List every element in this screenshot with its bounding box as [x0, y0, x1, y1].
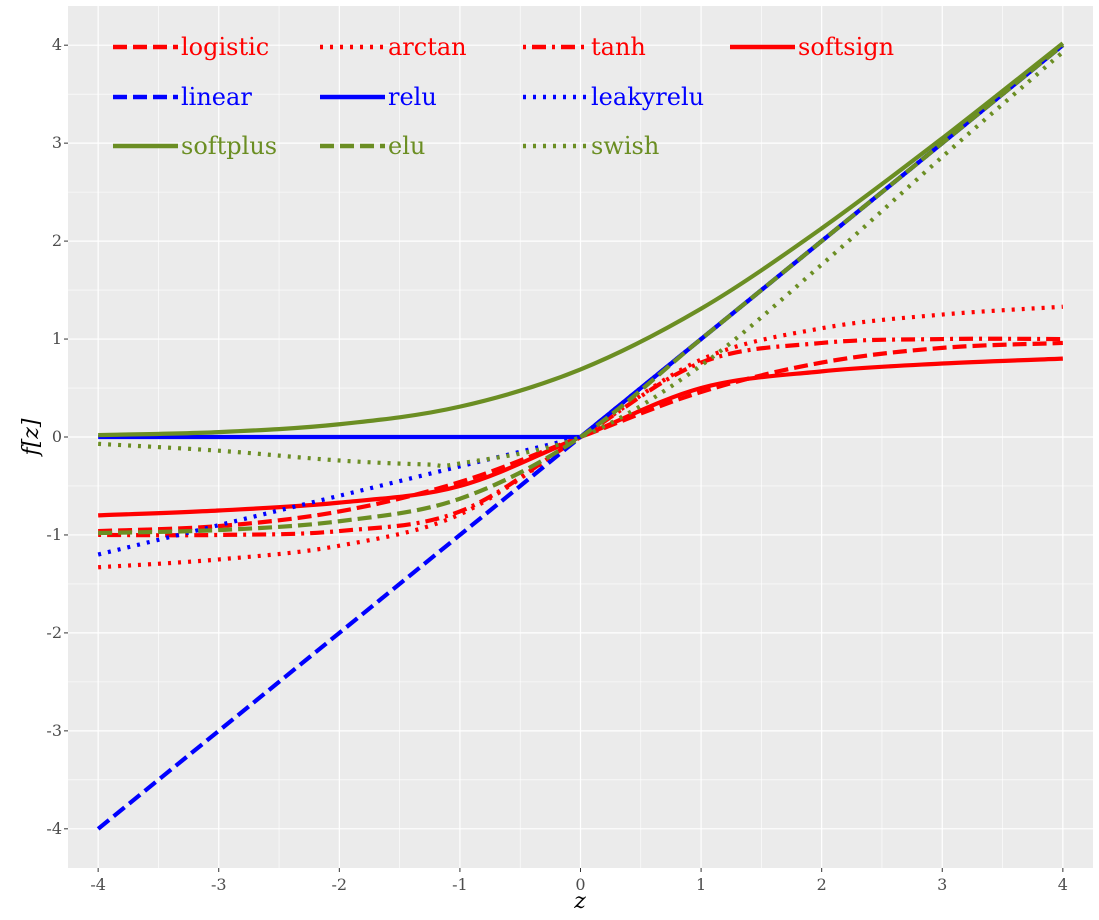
y-tick-label: 4	[52, 35, 62, 54]
y-tick-label: 1	[52, 329, 62, 348]
legend-item-softsign: softsign	[730, 33, 894, 61]
x-tick-label: -1	[452, 875, 468, 894]
y-axis-ticks: -4 -3 -2 -1 0 1 2 3 4	[46, 35, 68, 838]
y-tick-label: 0	[52, 427, 62, 446]
x-tick-label: 0	[575, 875, 585, 894]
x-tick-label: 3	[937, 875, 947, 894]
legend-label-linear: linear	[181, 83, 252, 111]
series-line-leakyrelu	[97, 43, 1065, 557]
legend-item-softplus: softplus	[113, 132, 277, 160]
series-line-logistic	[98, 340, 1063, 534]
y-axis-title: f[z]	[19, 418, 44, 457]
series-line-elu	[98, 43, 1065, 536]
legend-label-leakyrelu: leakyrelu	[591, 83, 704, 111]
x-axis-title: z	[573, 889, 586, 914]
legend-label-tanh: tanh	[591, 33, 646, 61]
legend-item-logistic: logistic	[113, 33, 269, 61]
y-tick-label: -2	[46, 623, 62, 642]
legend-item-swish: swish	[523, 132, 659, 160]
series-line-swish	[98, 50, 1065, 468]
y-tick-label: 2	[52, 231, 62, 250]
legend: logistic arctan tanh softsign linear relu leak…	[113, 33, 894, 160]
y-tick-label: -1	[46, 525, 62, 544]
series-layer	[96, 41, 1065, 831]
x-tick-label: -2	[332, 875, 348, 894]
legend-label-logistic: logistic	[181, 33, 269, 61]
y-tick-label: -4	[46, 819, 62, 838]
grid-major	[68, 6, 1093, 868]
y-tick-label: 3	[52, 133, 62, 152]
x-tick-label: 4	[1058, 875, 1068, 894]
x-tick-label: 2	[817, 875, 827, 894]
series-line-softplus	[98, 41, 1065, 438]
legend-item-elu: elu	[320, 132, 425, 160]
legend-item-linear: linear	[113, 83, 252, 111]
x-tick-label: -4	[90, 875, 106, 894]
legend-item-relu: relu	[320, 83, 437, 111]
x-tick-label: 1	[696, 875, 706, 894]
legend-label-softplus: softplus	[181, 132, 277, 160]
legend-item-leakyrelu: leakyrelu	[523, 83, 704, 111]
legend-label-elu: elu	[388, 132, 425, 160]
x-axis-ticks: -4 -3 -2 -1 0 1 2 3 4	[90, 868, 1068, 894]
legend-item-tanh: tanh	[523, 33, 646, 61]
legend-label-arctan: arctan	[388, 33, 467, 61]
x-tick-label: -3	[211, 875, 227, 894]
y-tick-label: -3	[46, 721, 62, 740]
legend-label-softsign: softsign	[798, 33, 894, 61]
legend-label-relu: relu	[388, 83, 437, 111]
legend-item-arctan: arctan	[320, 33, 467, 61]
legend-label-swish: swish	[591, 132, 659, 160]
